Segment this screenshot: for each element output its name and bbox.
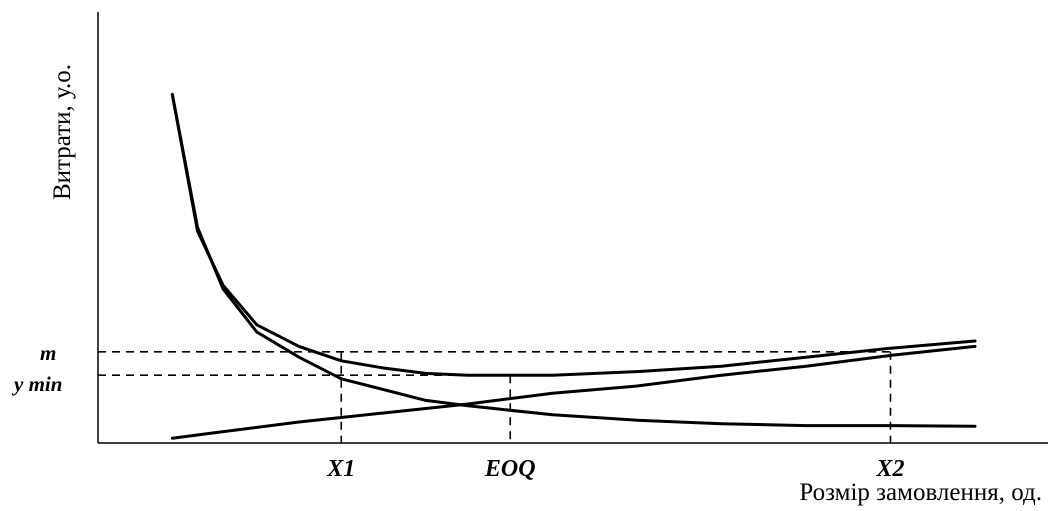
h-guide-label-1: m: [40, 341, 56, 365]
series-line-2: [170, 92, 977, 428]
series-line-1: [170, 92, 977, 377]
v-guide-label-1: X1: [326, 456, 355, 482]
h-guide-label-2: y min: [11, 372, 62, 396]
x-axis-title: Розмір замовлення, од.: [799, 479, 1042, 506]
v-guide-label-2: EOQ: [484, 456, 536, 482]
series-line-3: [170, 344, 977, 440]
y-axis-title: Витрати, у.о.: [49, 64, 76, 200]
v-guide-label-3: X2: [875, 456, 904, 482]
